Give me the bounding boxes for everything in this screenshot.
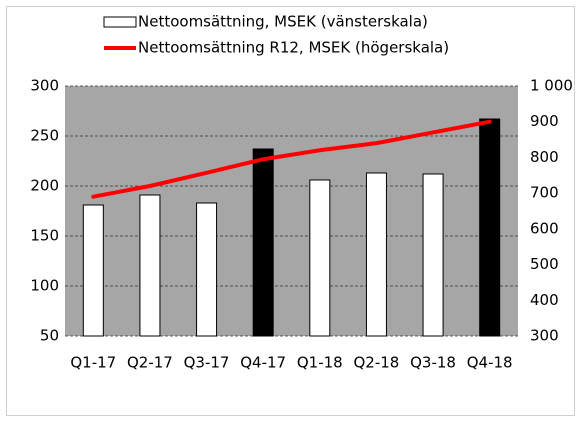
bar <box>139 194 161 337</box>
x-tick-label: Q4-18 <box>467 354 513 372</box>
y2-tick-label: 300 <box>530 327 559 345</box>
bar <box>479 118 501 337</box>
plot-area <box>65 86 518 336</box>
bar <box>252 148 274 337</box>
x-tick-label: Q1-17 <box>70 354 116 372</box>
y-tick-label: 300 <box>30 77 59 95</box>
y2-tick-label: 800 <box>530 148 559 166</box>
x-tick-label: Q4-17 <box>240 354 286 372</box>
x-tick-label: Q2-18 <box>354 354 400 372</box>
y2-tick-label: 500 <box>530 255 559 273</box>
y-tick-label: 50 <box>40 327 59 345</box>
y-tick-label: 200 <box>30 177 59 195</box>
bar <box>365 172 387 337</box>
x-tick-label: Q1-18 <box>297 354 343 372</box>
y-tick-label: 150 <box>30 227 59 245</box>
y2-tick-label: 1 000 <box>530 77 573 95</box>
x-tick-label: Q3-18 <box>410 354 456 372</box>
legend-label: Nettoomsättning R12, MSEK (högerskala) <box>138 39 449 57</box>
line <box>91 119 492 199</box>
y2-tick-label: 900 <box>530 112 559 130</box>
bar <box>196 202 218 337</box>
x-tick-label: Q3-17 <box>184 354 230 372</box>
y2-tick-label: 600 <box>530 219 559 237</box>
legend-swatch <box>103 16 137 28</box>
y2-tick-label: 400 <box>530 291 559 309</box>
x-tick-label: Q2-17 <box>127 354 173 372</box>
bar <box>422 173 444 337</box>
y2-tick-label: 700 <box>530 184 559 202</box>
bar <box>82 204 104 337</box>
y-tick-label: 250 <box>30 127 59 145</box>
bar <box>309 179 331 337</box>
legend-label: Nettoomsättning, MSEK (vänsterskala) <box>138 13 428 31</box>
y-tick-label: 100 <box>30 277 59 295</box>
